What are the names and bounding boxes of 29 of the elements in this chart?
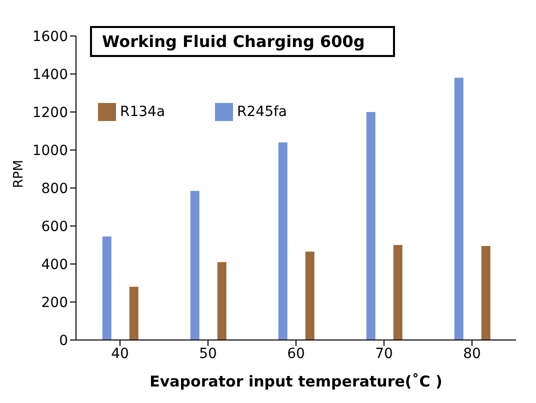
bar [393,245,402,340]
y-tick-label: 800 [41,180,68,197]
bar [217,262,226,340]
x-tick-label: 50 [199,346,217,362]
y-tick-label: 400 [41,256,68,273]
y-tick-label: 1000 [32,142,68,159]
bar [129,286,138,340]
y-tick-label: 1200 [32,104,68,121]
bar [102,236,112,340]
x-axis-title: Evaporator input temperature(˚C ) [150,372,442,391]
y-tick-label: 200 [41,294,68,311]
y-axis-title: RPM [12,160,27,188]
bar [278,142,288,340]
bar [481,246,490,340]
legend-label: R245fa [237,104,287,120]
bar [366,112,376,340]
y-tick-label: 1400 [32,66,68,83]
y-tick-label: 0 [59,332,68,349]
bar [454,78,464,340]
legend-label: R134a [120,104,166,120]
chart-title: Working Fluid Charging 600g [90,26,395,57]
x-tick-label: 80 [463,346,481,362]
x-tick-label: 60 [287,346,305,362]
x-tick-label: 40 [111,346,129,362]
bar [190,190,200,340]
y-tick-label: 600 [41,218,68,235]
y-tick-label: 1600 [32,28,68,45]
x-tick-label: 70 [375,346,393,362]
bar [305,252,314,340]
